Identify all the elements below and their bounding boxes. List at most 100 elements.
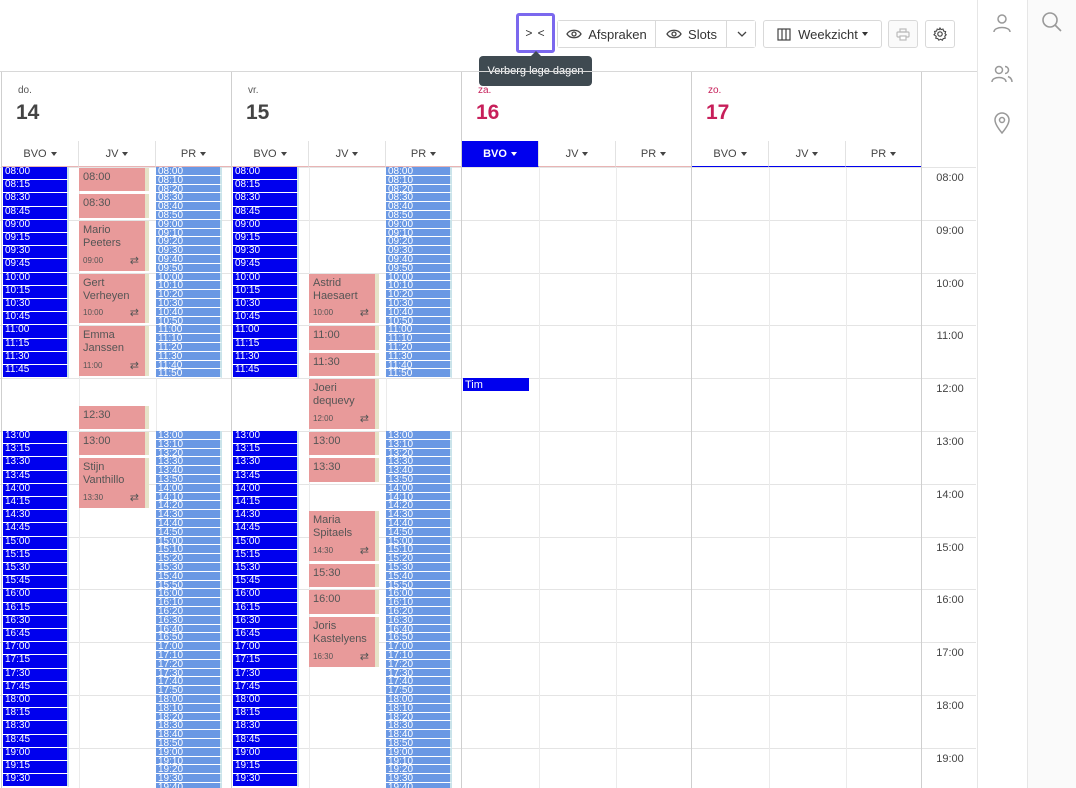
time-slot[interactable]: 15:30	[233, 563, 299, 577]
user-icon[interactable]	[990, 11, 1014, 35]
time-slot[interactable]: 17:45	[3, 681, 69, 695]
time-slot[interactable]: 16:40	[386, 624, 452, 634]
time-slot[interactable]: 15:00	[156, 536, 222, 546]
time-slot[interactable]: 11:10	[156, 334, 222, 343]
time-slot[interactable]: 16:15	[3, 602, 69, 616]
time-slot[interactable]: 09:30	[233, 246, 299, 260]
time-slot[interactable]: 11:00	[386, 325, 452, 335]
time-slot[interactable]: 10:15	[233, 285, 299, 299]
day-header-15[interactable]: vr. 15	[232, 72, 462, 141]
time-slot[interactable]: 10:20	[156, 290, 222, 299]
time-slot[interactable]: 13:45	[233, 470, 299, 484]
time-slot[interactable]: 18:45	[3, 734, 69, 748]
time-slot[interactable]: 16:30	[3, 615, 69, 629]
time-slot[interactable]: 09:10	[156, 228, 222, 238]
time-slot[interactable]: 09:00	[386, 219, 452, 229]
time-slot[interactable]: 18:20	[156, 712, 222, 722]
time-slot[interactable]: 13:40	[156, 466, 222, 475]
time-slot[interactable]: 13:30	[233, 457, 299, 471]
time-slot[interactable]: 10:15	[3, 285, 69, 299]
time-slot[interactable]: 10:00	[156, 272, 222, 282]
resource-header-bvo[interactable]: BVO	[2, 141, 79, 167]
time-slot[interactable]: 13:50	[386, 475, 452, 484]
time-slot[interactable]: 13:45	[3, 470, 69, 484]
appointment[interactable]: 16:00	[309, 590, 379, 614]
time-slot[interactable]: 14:30	[386, 510, 452, 519]
resource-header-pr[interactable]: PR	[616, 141, 692, 167]
time-slot[interactable]: 17:50	[156, 686, 222, 695]
search-icon[interactable]	[1041, 11, 1063, 33]
appointment[interactable]: 13:00	[79, 432, 149, 456]
resource-header-pr[interactable]: PR	[846, 141, 922, 167]
time-slot[interactable]: 08:30	[3, 193, 69, 207]
time-slot[interactable]: 09:40	[156, 255, 222, 264]
time-slot[interactable]: 09:50	[386, 263, 452, 273]
time-slot[interactable]: 08:20	[156, 184, 222, 194]
time-slot[interactable]: 14:45	[233, 523, 299, 537]
time-slot[interactable]: 08:40	[386, 202, 452, 211]
time-slot[interactable]: 10:10	[156, 281, 222, 291]
time-slot[interactable]: 10:30	[156, 299, 222, 308]
time-slot[interactable]: 16:45	[233, 629, 299, 643]
time-slot[interactable]: 14:00	[233, 483, 299, 497]
settings-button[interactable]	[925, 20, 955, 48]
time-slot[interactable]: 17:20	[386, 659, 452, 669]
time-slot[interactable]: 13:00	[156, 431, 222, 440]
time-slot[interactable]: 08:30	[233, 193, 299, 207]
appointment[interactable]: 08:00	[79, 168, 149, 192]
time-slot[interactable]: 15:30	[156, 563, 222, 572]
time-slot[interactable]: 18:50	[156, 739, 222, 748]
time-slot[interactable]: 08:30	[386, 193, 452, 203]
time-slot[interactable]: 15:00	[386, 536, 452, 546]
time-slot[interactable]: 08:10	[386, 175, 452, 185]
time-slot[interactable]: 17:00	[156, 642, 222, 651]
collapse-days-button[interactable]: > <	[516, 13, 555, 53]
time-slot[interactable]: 11:40	[386, 360, 452, 370]
time-slot[interactable]: 15:00	[3, 536, 69, 550]
time-slot[interactable]: 19:30	[3, 774, 69, 788]
time-slot[interactable]: 15:10	[156, 545, 222, 555]
time-slot[interactable]: 14:15	[233, 497, 299, 511]
time-slot[interactable]: 19:30	[156, 774, 222, 783]
time-slot[interactable]: 17:20	[156, 659, 222, 669]
time-slot[interactable]: 14:30	[233, 510, 299, 524]
time-slot[interactable]: 13:00	[386, 431, 452, 440]
time-slot[interactable]: 16:50	[386, 633, 452, 643]
time-slot[interactable]: 08:50	[156, 211, 222, 220]
time-slot[interactable]: 18:30	[3, 721, 69, 735]
slots-toggle[interactable]: Slots	[657, 21, 727, 47]
time-slot[interactable]: 09:45	[3, 259, 69, 273]
time-slot[interactable]: 11:30	[386, 351, 452, 361]
time-slot[interactable]: 18:15	[3, 708, 69, 722]
time-slot[interactable]: 10:40	[386, 307, 452, 317]
time-slot[interactable]: 13:20	[156, 448, 222, 458]
time-slot[interactable]: 08:00	[3, 167, 69, 181]
time-slot[interactable]: 18:00	[233, 695, 299, 709]
time-slot[interactable]: 13:40	[386, 466, 452, 475]
time-slot[interactable]: 11:40	[156, 360, 222, 370]
time-slot[interactable]: 11:15	[3, 338, 69, 352]
time-slot[interactable]: 09:00	[156, 219, 222, 229]
time-slot[interactable]: 13:15	[3, 444, 69, 458]
resource-header-jv[interactable]: JV	[79, 141, 156, 167]
time-slot[interactable]: 16:00	[233, 589, 299, 603]
time-slot[interactable]: 09:30	[386, 246, 452, 255]
time-slot[interactable]: 09:15	[3, 233, 69, 247]
appointment[interactable]: Gert Verheyen 10:00 ⇄	[79, 273, 149, 324]
time-slot[interactable]: 17:30	[233, 668, 299, 682]
time-slot[interactable]: 19:00	[233, 747, 299, 761]
appointment[interactable]: Stijn Vanthillo 13:30 ⇄	[79, 458, 149, 509]
appointment[interactable]: Astrid Haesaert 10:00 ⇄	[309, 273, 379, 324]
time-slot[interactable]: 10:30	[3, 299, 69, 313]
time-slot[interactable]: 09:00	[233, 219, 299, 233]
time-slot[interactable]: 11:30	[3, 351, 69, 365]
time-slot[interactable]: 17:00	[386, 642, 452, 651]
afspraken-toggle[interactable]: Afspraken	[558, 21, 656, 47]
time-slot[interactable]: 18:50	[386, 739, 452, 748]
time-slot[interactable]: 17:50	[386, 686, 452, 695]
saturday-event[interactable]: Tim	[463, 378, 529, 393]
time-slot[interactable]: 11:30	[156, 351, 222, 361]
appointment[interactable]: 11:00	[309, 326, 379, 350]
time-slot[interactable]: 11:20	[386, 343, 452, 352]
time-slot[interactable]: 15:30	[3, 563, 69, 577]
